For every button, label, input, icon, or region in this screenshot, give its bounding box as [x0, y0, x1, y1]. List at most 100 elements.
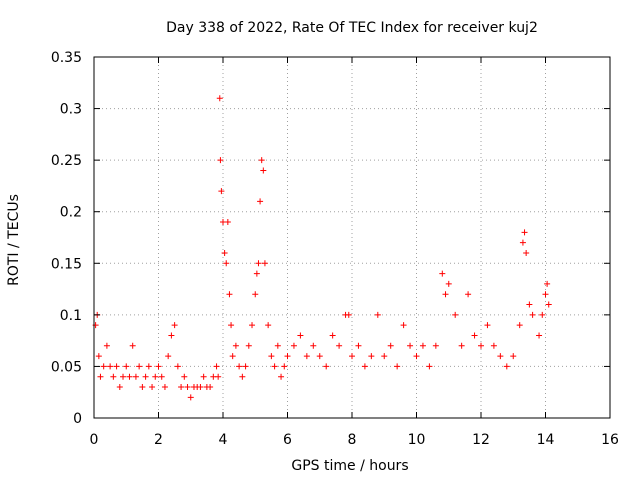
grid-lines [94, 57, 610, 418]
data-point [245, 342, 252, 349]
data-point [216, 95, 223, 102]
data-point [271, 363, 278, 370]
data-point [168, 332, 175, 339]
x-tick-label: 8 [348, 432, 357, 448]
data-point [200, 373, 207, 380]
data-point [329, 332, 336, 339]
data-point [497, 353, 504, 360]
data-point [123, 363, 130, 370]
data-point [224, 219, 231, 226]
y-tick-label: 0.2 [60, 205, 82, 221]
data-point [297, 332, 304, 339]
data-point [232, 342, 239, 349]
data-point [95, 353, 102, 360]
data-point [345, 311, 352, 318]
data-point [355, 342, 362, 349]
data-point [303, 353, 310, 360]
data-point [523, 249, 530, 256]
data-point [478, 342, 484, 349]
y-axis-label: ROTI / TECUs [6, 194, 22, 286]
data-point [207, 384, 214, 391]
data-point [120, 373, 127, 380]
data-point [545, 301, 552, 308]
x-tick-label: 10 [408, 432, 426, 448]
data-point [381, 353, 388, 360]
data-point [516, 322, 523, 329]
data-point [519, 239, 526, 246]
data-point [465, 291, 472, 298]
x-tick-label: 2 [154, 432, 163, 448]
data-point [239, 373, 246, 380]
data-point [368, 353, 375, 360]
data-point [526, 301, 533, 308]
data-point [181, 373, 188, 380]
y-tick-label: 0.3 [60, 102, 82, 118]
data-point [110, 373, 117, 380]
data-point [426, 363, 433, 370]
data-point [268, 353, 275, 360]
data-point [221, 249, 228, 256]
data-point [255, 260, 262, 267]
data-point [274, 342, 281, 349]
data-point [484, 322, 491, 329]
data-point [187, 394, 194, 401]
x-tick-label: 6 [283, 432, 292, 448]
data-point [361, 363, 368, 370]
y-tick-label: 0.1 [60, 308, 82, 324]
data-point [113, 363, 120, 370]
data-point [310, 342, 317, 349]
data-point [145, 363, 152, 370]
data-point [129, 342, 136, 349]
data-point [253, 270, 260, 277]
data-point [228, 322, 235, 329]
data-point [400, 322, 407, 329]
data-point [252, 291, 259, 298]
data-point [223, 260, 230, 267]
x-axis-label: GPS time / hours [291, 458, 408, 474]
x-tick-label: 16 [601, 432, 619, 448]
data-point [218, 188, 225, 195]
data-point [536, 332, 543, 339]
data-point [217, 157, 224, 164]
data-point [103, 342, 110, 349]
data-points [92, 95, 552, 401]
y-tick-label: 0.25 [51, 153, 82, 169]
data-point [97, 373, 104, 380]
data-point [116, 384, 123, 391]
data-point [257, 198, 264, 205]
data-point [107, 363, 114, 370]
data-point [290, 342, 297, 349]
data-point [521, 229, 528, 236]
data-point [278, 373, 285, 380]
data-point [471, 332, 478, 339]
data-point [132, 373, 139, 380]
y-tick-label: 0.05 [51, 359, 82, 375]
data-point [432, 342, 439, 349]
chart-title: Day 338 of 2022, Rate Of TEC Index for r… [166, 20, 538, 36]
data-point [242, 363, 249, 370]
data-point [215, 373, 222, 380]
x-tick-label: 4 [219, 432, 228, 448]
data-point [452, 311, 459, 318]
data-point [419, 342, 426, 349]
data-point [226, 291, 233, 298]
data-point [323, 363, 330, 370]
data-point [258, 157, 265, 164]
data-point [394, 363, 401, 370]
data-point [458, 342, 465, 349]
data-point [374, 311, 381, 318]
data-point [503, 363, 510, 370]
data-point [174, 363, 181, 370]
data-point [539, 311, 546, 318]
data-point [336, 342, 343, 349]
data-point [139, 384, 146, 391]
data-point [149, 384, 156, 391]
data-point [171, 322, 178, 329]
data-point [165, 353, 172, 360]
data-point [260, 167, 267, 174]
data-point [442, 291, 449, 298]
data-point [490, 342, 497, 349]
data-point [155, 363, 162, 370]
axis-ticks: 0 2 4 6 8 10 12 14 16 0 0.05 0.1 0.15 0.2 0.25 0.3 0.35 [51, 50, 619, 448]
